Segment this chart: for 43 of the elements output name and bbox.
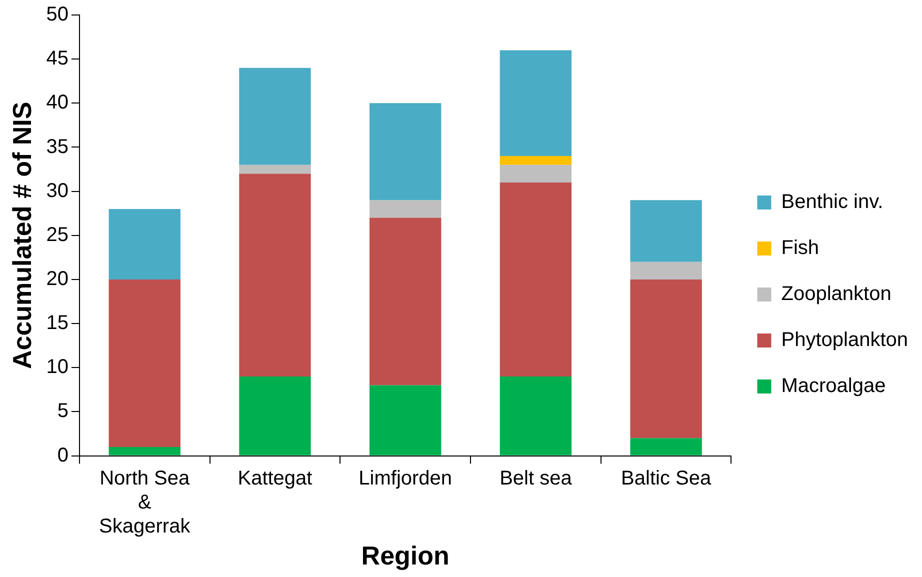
y-tick-label: 30 [46, 180, 68, 202]
bar [500, 164, 572, 183]
bar [630, 200, 702, 262]
bar [239, 164, 311, 174]
y-tick-label: 5 [57, 400, 68, 422]
bar [500, 182, 572, 376]
bar [500, 156, 572, 165]
bar [369, 385, 442, 456]
legend-label: Fish [781, 237, 820, 260]
bar [239, 68, 311, 165]
x-tick-label: Limfjorden [358, 467, 452, 490]
bar [630, 262, 702, 280]
y-tick-label: 10 [46, 356, 68, 378]
y-tick-label: 20 [46, 268, 68, 290]
legend-label: Zooplankton [781, 283, 892, 306]
bar [239, 376, 311, 456]
legend-label: Macroalgae [781, 375, 886, 398]
y-tick-label: 50 [46, 4, 68, 26]
y-tick-label: 0 [57, 444, 68, 466]
bar [108, 279, 180, 447]
y-tick-label: 45 [46, 48, 68, 70]
y-tick-label: 15 [46, 312, 68, 334]
x-tick-label: Kattegat [238, 467, 313, 490]
bar [630, 438, 702, 456]
bar [239, 174, 311, 376]
bar [108, 208, 180, 280]
y-tick-label: 40 [46, 92, 68, 114]
x-tick-label: North Sea & Skagerrak [99, 467, 192, 538]
legend-label: Benthic inv. [781, 191, 884, 214]
bar [500, 50, 572, 156]
y-tick-label: 25 [46, 224, 68, 246]
bar [108, 446, 180, 456]
bar [369, 103, 442, 200]
x-tick-label: Baltic Sea [621, 467, 712, 490]
bar [369, 218, 442, 386]
y-tick-label: 35 [46, 136, 68, 158]
bar [369, 200, 442, 218]
legend-label: Phytoplankton [781, 329, 908, 352]
x-tick-label: Belt sea [500, 467, 573, 490]
x-axis-title: Region [361, 540, 450, 571]
bar [630, 279, 702, 438]
y-axis-title: Accumulated # of NIS [6, 102, 37, 370]
bar [500, 376, 572, 456]
